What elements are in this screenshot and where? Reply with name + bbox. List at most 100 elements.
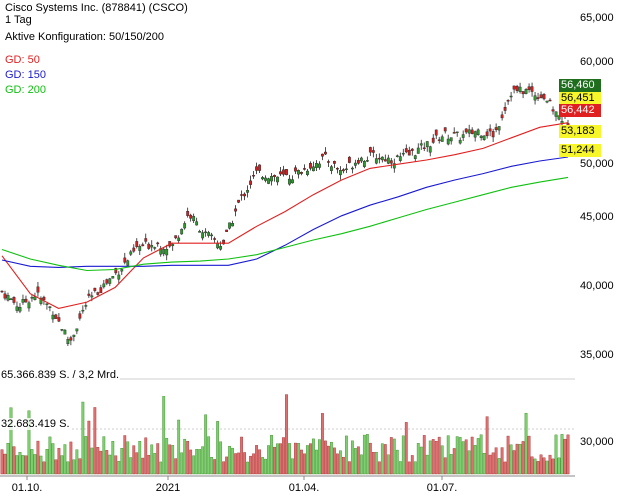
volume-bar [339,450,342,475]
volume-bar [276,443,279,475]
legend-gd50: GD: 50 [5,54,40,66]
volume-bar [222,461,226,475]
candle-body [294,167,297,172]
candle-body [395,155,399,157]
candle-body [60,329,64,331]
volume-bar [129,457,133,475]
candle-body [258,164,261,171]
candle-body [341,169,345,172]
volume-bar [566,434,570,475]
badge-gd50: 56,442 [559,104,601,117]
candle-body [264,177,267,181]
volume-bar [300,449,303,475]
x-tick-label: 2021 [155,482,181,494]
candle-body [473,131,477,138]
candle-body [336,167,339,170]
candle-body [222,239,226,245]
volume-bar [303,453,306,475]
y-tick-label: 50,000 [580,158,614,170]
volume-bar [524,412,528,475]
volume-bar [180,452,184,475]
candle-body [219,246,223,250]
y-tick-label: 35,000 [580,349,614,361]
candle-body [231,223,234,227]
volume-bar [506,435,510,475]
volume-bar [324,440,327,475]
volume-bar [216,421,220,475]
volume-bar [54,459,58,475]
candle-body [437,139,441,141]
candle-body [129,251,133,255]
candle-body [66,339,70,345]
candle-body [485,131,489,137]
volume-bar [309,443,312,475]
volume-bar [365,434,369,475]
volume-bar [410,455,414,475]
candle-body [279,171,282,175]
volume-bar [87,420,91,475]
candle-body [371,150,375,153]
volume-bar [150,444,154,475]
volume-bar [545,460,549,475]
volume-bar [9,407,13,475]
candle-body [276,176,279,183]
candle-body [389,160,393,164]
candle-body [213,238,217,240]
volume-bar [171,445,175,475]
volume-bar [446,435,450,475]
volume-bar [479,434,483,475]
volume-bar [321,413,324,475]
volume-bar [81,401,85,475]
volume-bar [153,453,157,475]
volume-bar [174,458,178,475]
candle-body [117,274,121,280]
volume-bar [165,438,169,475]
candle-body [57,317,61,322]
volume-bar [189,449,193,475]
volume-bar [102,436,106,475]
candle-body [207,232,211,236]
candle-body [30,297,34,299]
volume-bar [413,461,417,475]
volume-bar [431,439,435,475]
candle-body [530,86,534,92]
candle-body [267,178,270,184]
candle-body [204,231,208,234]
candle-body [21,299,25,303]
badge-last-price: 56,460 [559,79,601,92]
volume-bar [168,444,172,475]
volume-bar [527,435,531,475]
volume-bar [225,456,229,475]
volume-bar [497,458,501,475]
volume-bar [288,443,291,475]
candle-body [156,242,160,245]
volume-bar [509,444,513,475]
candle-body [15,306,19,311]
candle-body [410,148,414,151]
volume-bar [521,441,525,475]
volume-bar [315,449,318,475]
volume-bar [485,416,489,475]
volume-bar [437,436,441,475]
candle-body [494,127,498,130]
volume-bar [279,443,282,475]
candle-body [78,313,82,319]
candle-body [87,293,91,296]
candle-body [141,244,145,247]
volume-bar [237,452,240,475]
candle-body [449,137,453,142]
volume-bar [518,443,522,475]
candle-body [6,295,10,301]
candle-body [249,180,252,185]
y-tick-label: 60,000 [580,56,614,68]
volume-bar [464,439,468,475]
volume-bar [144,437,148,475]
candle-body [344,168,348,171]
candle-body [419,143,423,146]
candle-body [359,157,363,162]
volume-bar [141,457,145,475]
volume-bar [353,448,357,475]
volume-bar [114,455,118,475]
candle-body [312,166,315,172]
volume-bar [39,455,43,475]
